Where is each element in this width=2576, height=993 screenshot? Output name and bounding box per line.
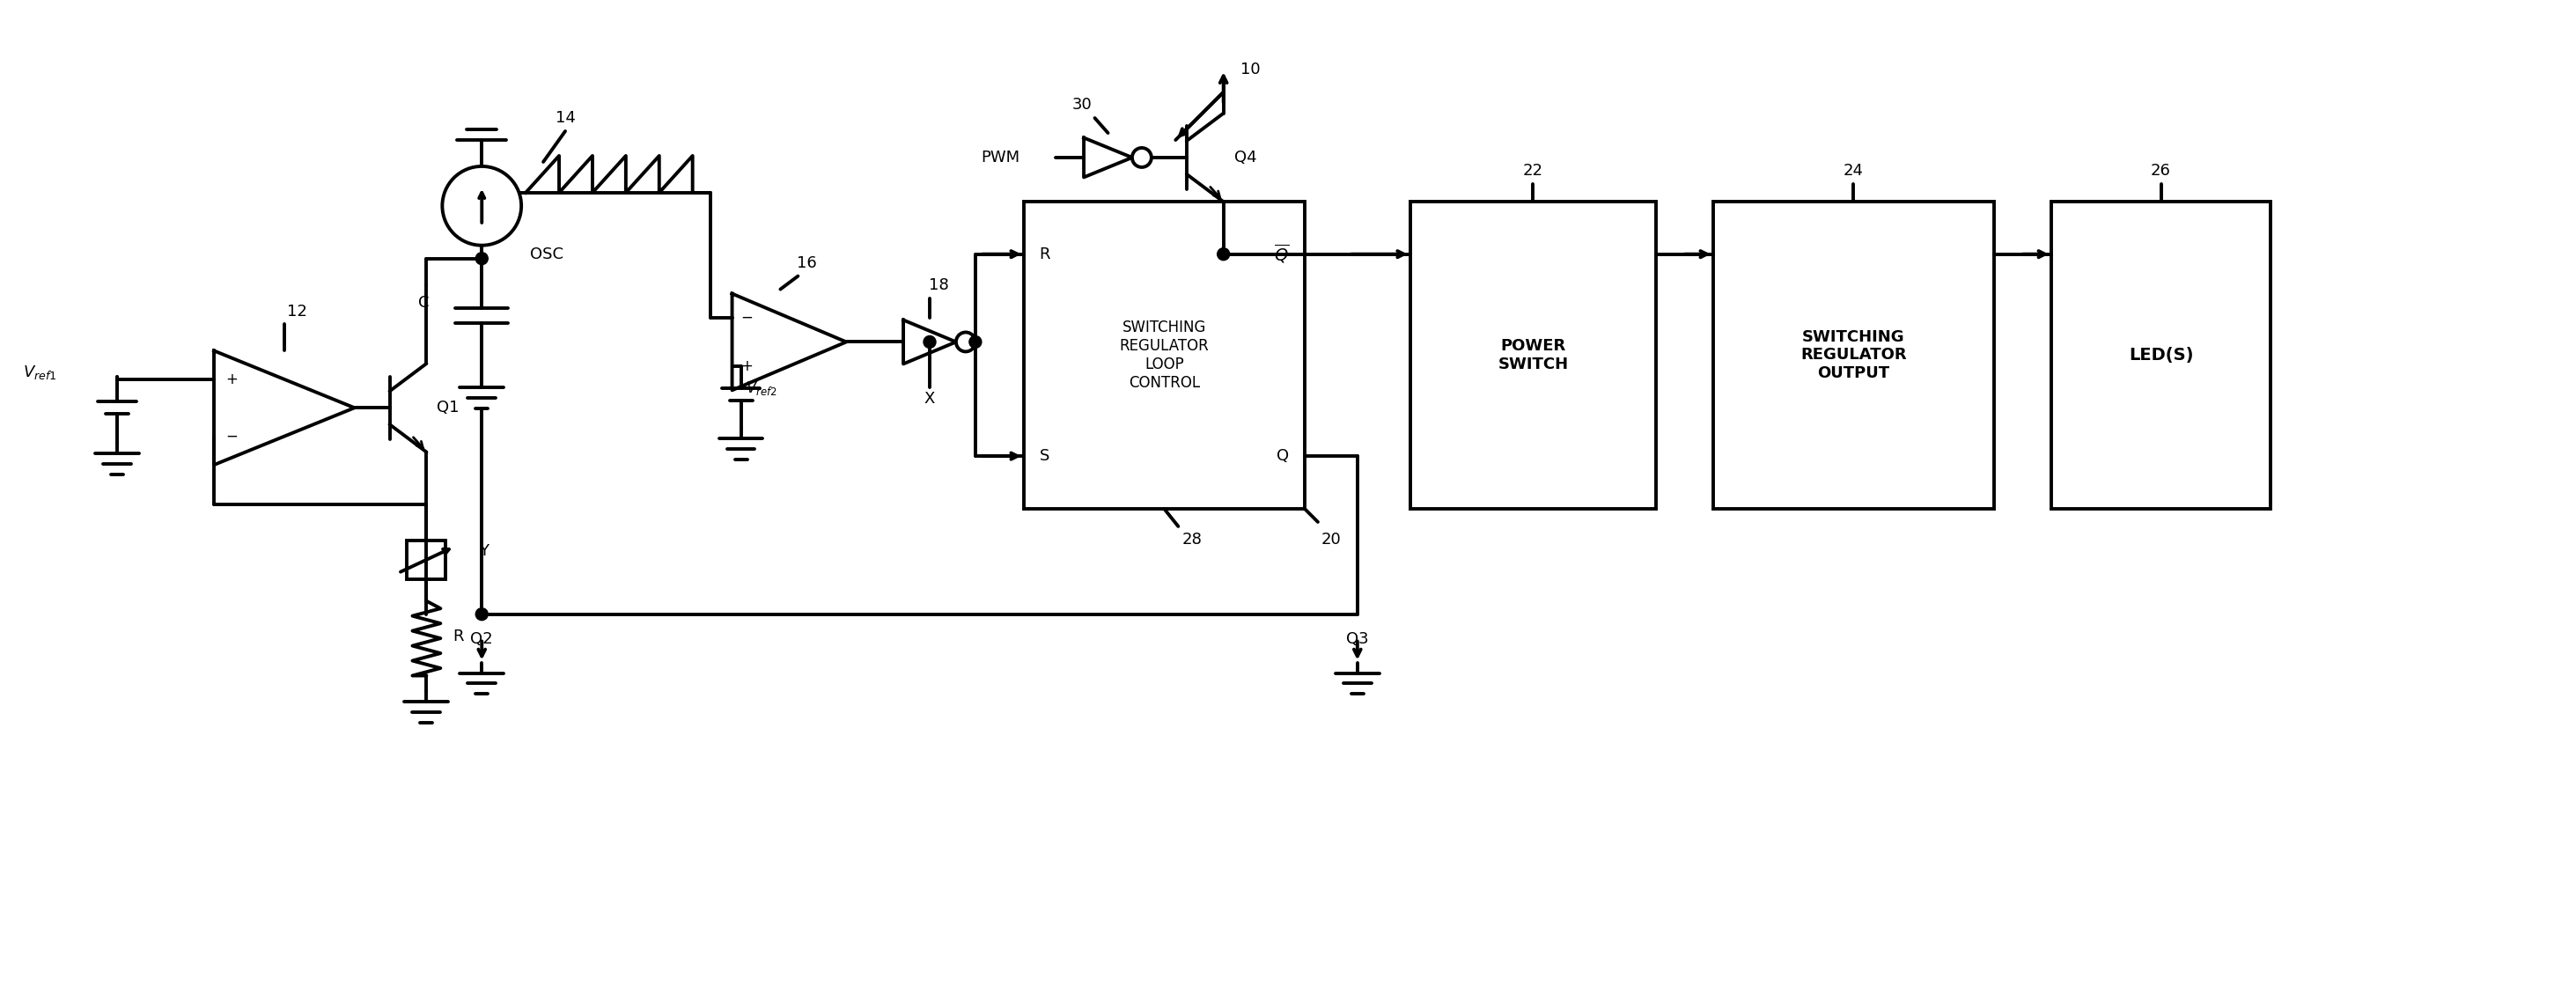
Text: C: C [417, 295, 430, 311]
Text: R: R [1041, 246, 1051, 262]
Text: Q2: Q2 [471, 631, 492, 646]
Circle shape [956, 333, 976, 352]
Text: Q3: Q3 [1347, 631, 1368, 646]
Text: Y: Y [479, 543, 489, 559]
Text: 16: 16 [796, 255, 817, 271]
Text: $\overline{Q}$: $\overline{Q}$ [1273, 243, 1288, 265]
Circle shape [477, 252, 487, 265]
Text: 26: 26 [2151, 163, 2172, 179]
Text: 14: 14 [556, 110, 574, 126]
Text: 22: 22 [1522, 163, 1543, 179]
Text: PWM: PWM [981, 150, 1020, 166]
Text: SWITCHING
REGULATOR
OUTPUT: SWITCHING REGULATOR OUTPUT [1801, 329, 1906, 381]
Text: POWER
SWITCH: POWER SWITCH [1497, 338, 1569, 372]
Text: S: S [1041, 448, 1048, 464]
Text: $V_{ref1}$: $V_{ref1}$ [23, 363, 57, 381]
Bar [1409, 202, 1656, 508]
Text: −: − [224, 428, 237, 444]
Text: 28: 28 [1182, 531, 1203, 547]
Text: +: + [742, 358, 752, 374]
Text: +: + [224, 371, 237, 387]
Circle shape [443, 166, 520, 245]
Text: X: X [925, 391, 935, 407]
Text: Q1: Q1 [438, 400, 459, 416]
Text: SWITCHING
REGULATOR
LOOP
CONTROL: SWITCHING REGULATOR LOOP CONTROL [1121, 320, 1208, 390]
Circle shape [477, 608, 487, 621]
Text: 18: 18 [927, 277, 948, 293]
Text: R: R [453, 629, 464, 644]
Text: 12: 12 [289, 303, 307, 319]
Bar [407, 540, 446, 579]
Circle shape [1218, 248, 1229, 260]
Text: OSC: OSC [531, 246, 564, 262]
Text: 30: 30 [1072, 97, 1092, 113]
Circle shape [925, 336, 935, 349]
Text: $V_{ref2}$: $V_{ref2}$ [744, 379, 775, 397]
Text: Q4: Q4 [1234, 150, 1257, 166]
Bar [1023, 202, 1303, 508]
Bar [2050, 202, 2269, 508]
Text: 10: 10 [1239, 62, 1260, 77]
Text: LED(S): LED(S) [2128, 347, 2192, 363]
Text: −: − [742, 310, 752, 326]
Bar [1713, 202, 1994, 508]
Text: Q: Q [1278, 448, 1288, 464]
Text: 20: 20 [1321, 531, 1342, 547]
Circle shape [1131, 148, 1151, 167]
Text: 24: 24 [1844, 163, 1862, 179]
Circle shape [969, 336, 981, 349]
